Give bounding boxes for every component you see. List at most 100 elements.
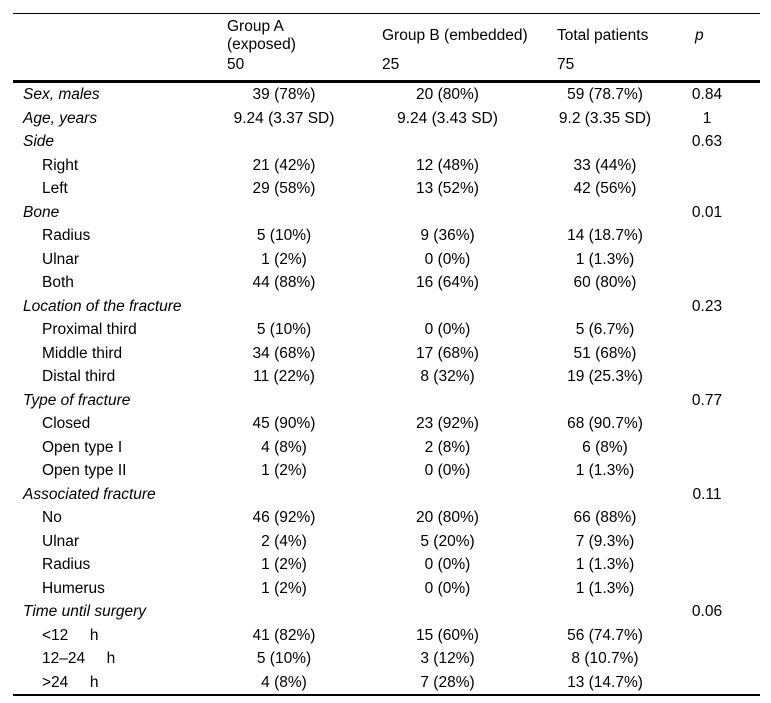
p-value: 0.11 (692, 485, 722, 503)
table-row: Distal third 11 (22%) 8 (32%) 19 (25.3%) (13, 365, 760, 389)
total-value: 8 (10.7%) (571, 650, 639, 667)
group-b-value: 0 (0%) (424, 462, 471, 479)
table-row: Ulnar 1 (2%) 0 (0%) 1 (1.3%) (13, 248, 760, 272)
total-value: 68 (90.7%) (567, 415, 643, 432)
p-value (670, 624, 760, 648)
p-count-empty (670, 54, 760, 82)
p-value (670, 318, 760, 342)
group-b-value: 20 (80%) (416, 509, 479, 526)
patient-characteristics-table: Group A (exposed) Group B (embedded) Tot… (13, 13, 760, 696)
group-a-value: 39 (78%) (252, 86, 316, 103)
p-value: 0.23 (691, 297, 723, 315)
table-row: Associated fracture 0.11 (13, 483, 760, 507)
group-a-value: 5 (10%) (256, 321, 312, 338)
row-label: Open type II (42, 462, 127, 479)
table-body: Sex, males 39 (78%) 20 (80%) 59 (78.7%) … (13, 82, 760, 695)
row-label: Time until surgery (23, 603, 147, 620)
p-value (670, 459, 760, 483)
group-b-value: 17 (68%) (416, 344, 479, 362)
row-label: 12–24 h (42, 650, 116, 667)
header-row-counts: 50 25 75 (13, 54, 760, 82)
row-label: Closed (42, 415, 91, 432)
group-b-value: 15 (60%) (416, 626, 479, 644)
group-a-value (213, 389, 355, 413)
group-a-count: 50 (227, 56, 245, 73)
group-a-value: 1 (2%) (261, 579, 307, 597)
col-header-p-value: p (695, 26, 704, 44)
table-row: Type of fracture 0.77 (13, 389, 760, 413)
group-a-value: 4 (8%) (261, 438, 307, 456)
group-b-value: 9.24 (3.43 SD) (397, 109, 498, 127)
total-value: 56 (74.7%) (567, 626, 643, 644)
total-value: 1 (1.3%) (575, 462, 635, 479)
row-label: Radius (42, 556, 91, 573)
table-row: Open type I 4 (8%) 2 (8%) 6 (8%) (13, 436, 760, 460)
table-row: Open type II 1 (2%) 0 (0%) 1 (1.3%) (13, 459, 760, 483)
p-value (670, 577, 760, 601)
group-b-value: 5 (20%) (420, 532, 475, 550)
row-label: >24 h (42, 673, 99, 691)
row-label: Proximal third (42, 321, 137, 338)
group-a-value: 21 (42%) (252, 156, 316, 174)
p-value (670, 647, 760, 671)
total-count: 75 (557, 56, 575, 73)
group-a-value: 1 (2%) (261, 556, 307, 573)
group-b-value: 2 (8%) (424, 438, 471, 456)
table-row: <12 h 41 (82%) 15 (60%) 56 (74.7%) (13, 624, 760, 648)
group-a-value: 34 (68%) (252, 344, 316, 362)
total-value: 13 (14.7%) (567, 673, 643, 691)
p-value: 0.63 (691, 133, 723, 150)
p-value: 0.84 (691, 86, 723, 103)
group-b-value (355, 130, 540, 154)
table-row: No 46 (92%) 20 (80%) 66 (88%) (13, 506, 760, 530)
row-label: Age, years (23, 109, 98, 127)
total-value: 42 (56%) (573, 180, 637, 197)
total-value: 51 (68%) (573, 344, 637, 362)
row-label: No (42, 509, 62, 526)
table-row: 12–24 h 5 (10%) 3 (12%) 8 (10.7%) (13, 647, 760, 671)
row-label: Both (42, 274, 74, 291)
total-value (540, 483, 670, 507)
p-value (670, 365, 760, 389)
total-value: 60 (80%) (573, 274, 637, 291)
table-row: Right 21 (42%) 12 (48%) 33 (44%) (13, 154, 760, 178)
row-label: Associated fracture (23, 485, 156, 503)
group-b-value: 9 (36%) (420, 227, 475, 244)
group-a-value: 1 (2%) (261, 462, 307, 479)
p-value: 0.77 (691, 391, 723, 409)
row-label: Sex, males (23, 86, 100, 103)
total-value (540, 130, 670, 154)
p-value (670, 154, 760, 178)
row-label: Ulnar (42, 532, 80, 550)
group-a-value (213, 201, 355, 225)
col-header-empty (13, 14, 213, 55)
col-header-group-b: Group B (embedded) (382, 26, 528, 44)
row-label: Right (42, 156, 79, 174)
col-header-group-a: Group A (exposed) (227, 17, 296, 53)
table-row: Ulnar 2 (4%) 5 (20%) 7 (9.3%) (13, 530, 760, 554)
table-row: Humerus 1 (2%) 0 (0%) 1 (1.3%) (13, 577, 760, 601)
group-a-value: 46 (92%) (252, 509, 316, 526)
p-value (670, 177, 760, 201)
total-value: 59 (78.7%) (567, 86, 643, 103)
total-value: 1 (1.3%) (575, 250, 635, 268)
total-value (540, 389, 670, 413)
group-a-value: 4 (8%) (261, 673, 307, 691)
p-value (670, 436, 760, 460)
group-a-value: 11 (22%) (253, 368, 315, 385)
group-b-value (355, 201, 540, 225)
table-header: Group A (exposed) Group B (embedded) Tot… (13, 14, 760, 82)
total-value (540, 201, 670, 225)
row-label: Type of fracture (23, 391, 131, 409)
row-label: Open type I (42, 438, 123, 456)
p-value: 1 (702, 109, 712, 127)
paper-table-region: Group A (exposed) Group B (embedded) Tot… (13, 13, 760, 696)
group-a-value (213, 483, 355, 507)
group-a-value: 45 (90%) (252, 415, 316, 432)
group-a-value: 5 (10%) (256, 227, 312, 244)
table-row: Time until surgery 0.06 (13, 600, 760, 624)
table-row: Both 44 (88%) 16 (64%) 60 (80%) (13, 271, 760, 295)
group-a-value: 41 (82%) (252, 626, 316, 644)
header-row-titles: Group A (exposed) Group B (embedded) Tot… (13, 14, 760, 55)
p-value (670, 224, 760, 248)
